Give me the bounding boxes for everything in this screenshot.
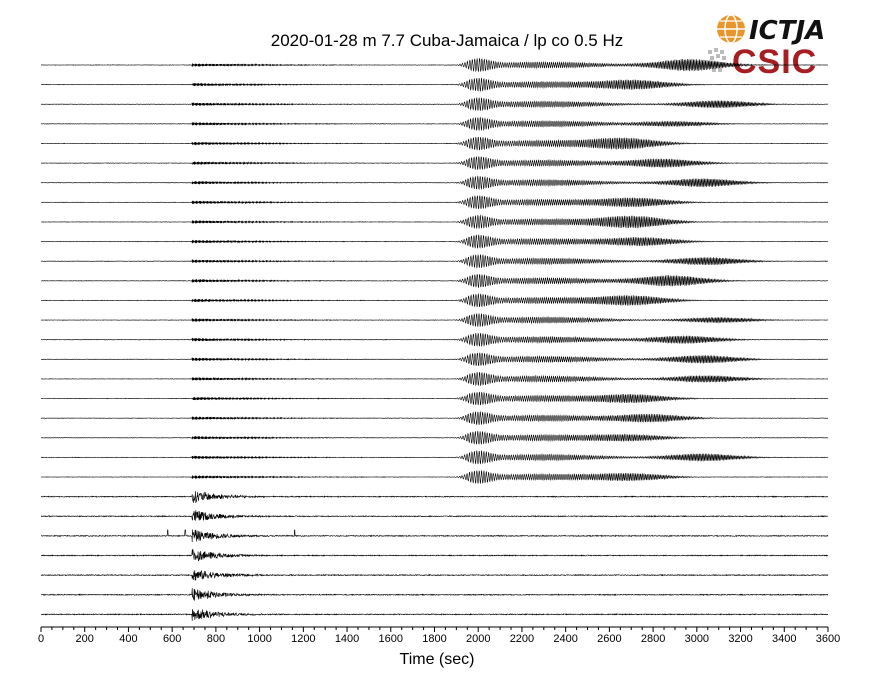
x-tick-label: 2800	[641, 633, 665, 645]
filtered-trace-2	[41, 77, 829, 92]
csic-text: CSIC	[732, 43, 817, 78]
x-tick-label: 2200	[510, 633, 534, 645]
ictja-globe-icon: ICTJA	[717, 14, 825, 46]
raw-trace-7	[40, 609, 829, 621]
filtered-trace-21	[40, 450, 829, 465]
raw-trace-2	[41, 510, 829, 521]
x-axis: 0 200 400 600 800 1000 1200 1400 1600 1800 2000 220…	[38, 626, 840, 645]
x-tick-label: 3600	[816, 633, 840, 645]
filtered-trace-3	[40, 97, 829, 111]
filtered-trace-11	[41, 253, 829, 269]
raw-trace-5	[40, 570, 829, 581]
x-tick-label: 600	[163, 633, 181, 645]
x-tick-label: 0	[38, 633, 44, 645]
ictja-logo: ICTJA	[716, 12, 836, 46]
x-axis-label: Time (sec)	[399, 651, 475, 668]
x-tick-label: 1200	[291, 633, 315, 645]
raw-trace-6	[40, 588, 829, 601]
x-tick-label: 3400	[772, 633, 796, 645]
x-tick-label: 1600	[379, 633, 403, 645]
x-tick-label: 1000	[247, 633, 271, 645]
raw-trace-4	[40, 548, 828, 562]
x-tick-label: 800	[207, 633, 225, 645]
filtered-trace-13	[41, 292, 829, 308]
filtered-trace-4	[40, 116, 828, 132]
x-tick-label: 1400	[335, 633, 359, 645]
filtered-trace-18	[40, 391, 829, 406]
filtered-trace-14	[40, 313, 829, 327]
filtered-trace-1	[41, 57, 828, 73]
x-tick-label: 3200	[728, 633, 752, 645]
x-tick-label: 2400	[553, 633, 577, 645]
x-tick-label: 200	[76, 633, 94, 645]
x-tick-label: 3000	[685, 633, 709, 645]
filtered-trace-10	[40, 234, 829, 249]
x-tick-label: 2000	[466, 633, 490, 645]
ictja-text: ICTJA	[749, 16, 825, 46]
filtered-trace-17	[40, 371, 828, 387]
filtered-trace-16	[41, 352, 829, 366]
filtered-trace-8	[40, 195, 829, 210]
raw-trace-3	[41, 529, 829, 543]
filtered-trace-9	[40, 214, 828, 229]
filtered-trace-12	[40, 273, 829, 288]
x-tick-label: 1800	[422, 633, 446, 645]
filtered-trace-15	[40, 332, 829, 347]
chart-title: 2020-01-28 m 7.7 Cuba-Jamaica / lp co 0.…	[270, 31, 624, 50]
filtered-trace-7	[40, 175, 829, 191]
filtered-trace-19	[40, 410, 829, 426]
x-tick-label: 2600	[597, 633, 621, 645]
trace-group	[40, 57, 829, 621]
filtered-trace-22	[40, 469, 829, 484]
filtered-trace-5	[41, 136, 828, 151]
filtered-trace-6	[40, 156, 828, 170]
raw-trace-1	[40, 491, 828, 504]
x-tick-label: 400	[119, 633, 137, 645]
filtered-trace-20	[40, 430, 829, 445]
